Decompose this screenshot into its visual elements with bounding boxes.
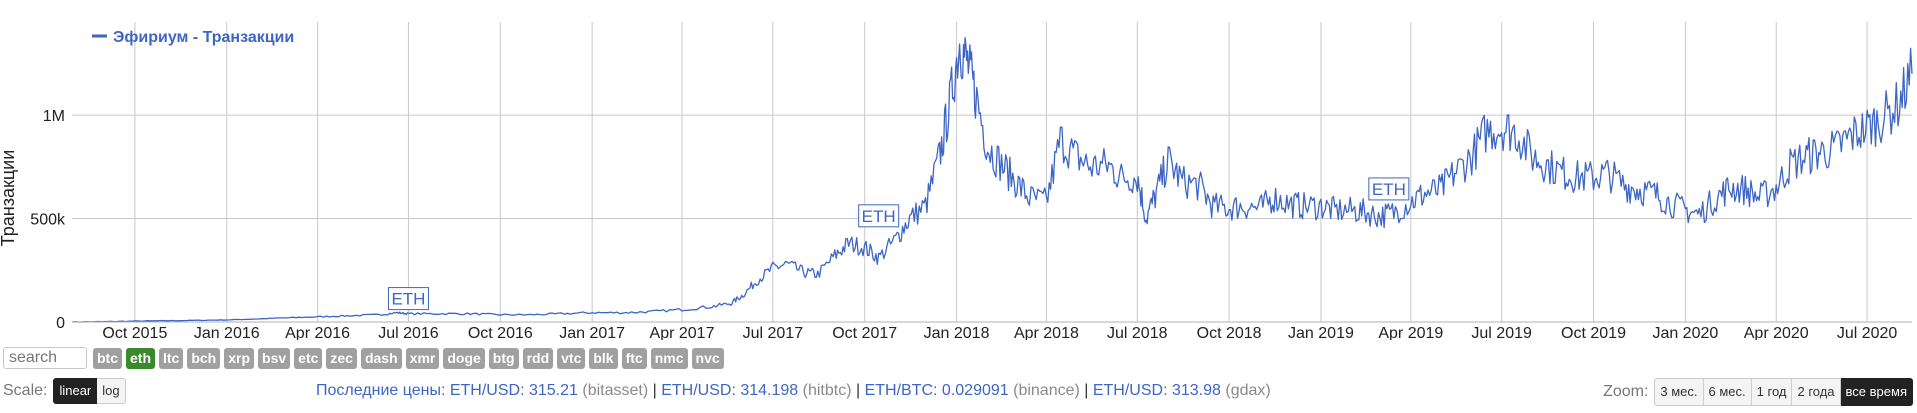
series-line-ethereum-transactions[interactable] [71, 36, 1913, 323]
latest-prices: Последние цены: ETH/USD: 315.21 (bitasse… [316, 382, 1271, 400]
price-value: 315.21 [528, 382, 583, 399]
scale-linear-button[interactable]: linear [53, 378, 98, 404]
zoom-label: Zoom: [1603, 383, 1649, 400]
y-tick-label: 0 [56, 315, 65, 332]
x-tick-label: Jan 2016 [194, 325, 260, 340]
annotation-label: ETH [862, 207, 896, 226]
x-tick-label: Apr 2016 [285, 325, 350, 340]
zoom-button[interactable]: 2 года [1792, 378, 1841, 406]
annotation-flag[interactable]: ETH [1368, 177, 1410, 201]
x-tick-label: Oct 2015 [102, 325, 167, 340]
x-tick-label: Jan 2020 [1652, 325, 1718, 340]
price-pair: ETH/USD: [661, 382, 741, 399]
x-tick-label: Oct 2016 [468, 325, 533, 340]
x-tick-label: Apr 2019 [1378, 325, 1443, 340]
price-pair: ETH/USD: [449, 382, 529, 399]
x-tick-label: Oct 2018 [1197, 325, 1262, 340]
coin-button-btg[interactable]: btg [488, 347, 519, 369]
coin-button-nmc[interactable]: nmc [650, 347, 688, 369]
search-input[interactable] [3, 347, 87, 369]
x-tick-label: Jul 2016 [378, 325, 439, 340]
coin-button-dash[interactable]: dash [360, 347, 402, 369]
zoom-button[interactable]: 1 год [1751, 378, 1793, 406]
price-exchange: (hitbtc) [802, 382, 852, 399]
coin-button-vtc[interactable]: vtc [557, 347, 586, 369]
x-tick-label: Apr 2018 [1014, 325, 1079, 340]
price-item: ETH/USD: 314.198 (hitbtc) [661, 382, 851, 399]
coin-selector-row: btcethltcbchxrpbsvetczecdashxmrdogebtgrd… [3, 346, 728, 370]
price-value: 0.029091 [941, 382, 1014, 399]
scale-selector: Scale: linear log [3, 378, 126, 404]
price-exchange: (bitasset) [582, 382, 649, 399]
chart-grid [72, 22, 1912, 323]
coin-button-blk[interactable]: blk [589, 347, 618, 369]
annotation-flag[interactable]: ETH [387, 287, 429, 311]
annotation-label: ETH [1372, 180, 1406, 199]
transactions-chart: ETH ETH ETH Oct 2015 Jan 2016 Apr 2016 Jul 20… [0, 22, 1913, 340]
price-separator: | [648, 382, 662, 399]
series-layer [71, 36, 1913, 323]
annotation-layer: ETH ETH ETH [387, 177, 1410, 311]
coin-button-nvc[interactable]: nvc [691, 347, 724, 369]
coin-button-zec[interactable]: zec [326, 347, 357, 369]
price-value: 313.98 [1171, 382, 1226, 399]
x-tick-label: Oct 2019 [1561, 325, 1626, 340]
price-value: 314.198 [740, 382, 803, 399]
coin-button-ltc[interactable]: ltc [159, 347, 184, 369]
price-exchange: (binance) [1013, 382, 1080, 399]
legend[interactable]: Эфириум - Транзакции [92, 29, 294, 46]
y-axis-label: Транзакции [0, 150, 18, 247]
zoom-button[interactable]: 6 мес. [1703, 378, 1752, 406]
x-tick-label: Jan 2018 [924, 325, 990, 340]
x-tick-label: Jul 2017 [743, 325, 804, 340]
scale-log-button[interactable]: log [97, 378, 126, 404]
coin-button-xrp[interactable]: xrp [224, 347, 255, 369]
prices-label: Последние цены: [316, 382, 446, 399]
price-item: ETH/BTC: 0.029091 (binance) [865, 382, 1080, 399]
coin-button-bsv[interactable]: bsv [258, 347, 291, 369]
zoom-button[interactable]: все время [1840, 378, 1913, 406]
x-tick-label: Jul 2019 [1471, 325, 1532, 340]
price-pair: ETH/USD: [1092, 382, 1172, 399]
x-tick-label: Jul 2020 [1837, 325, 1898, 340]
coin-button-etc[interactable]: etc [294, 347, 323, 369]
price-pair: ETH/BTC: [864, 382, 942, 399]
x-tick-label: Jan 2017 [559, 325, 625, 340]
zoom-selector: Zoom: 3 мес. 6 мес. 1 год 2 года все время [1603, 378, 1913, 406]
coin-button-eth[interactable]: eth [126, 347, 155, 369]
y-tick-label: 500k [30, 212, 66, 229]
coin-button-xmr[interactable]: xmr [405, 347, 440, 369]
price-separator: | [851, 382, 865, 399]
coin-button-bch[interactable]: bch [187, 347, 221, 369]
x-tick-label: Jul 2018 [1107, 325, 1168, 340]
coin-list: btc eth ltc bch xrp bsv etc zec dash xmr doge btg rd… [93, 347, 728, 369]
price-item: ETH/USD: 315.21 (bitasset) [450, 382, 648, 399]
legend-entry[interactable]: Эфириум - Транзакции [113, 29, 294, 46]
price-item: ETH/USD: 313.98 (gdax) [1093, 382, 1271, 399]
scale-label: Scale: [3, 382, 48, 399]
coin-button-btc[interactable]: btc [93, 347, 122, 369]
annotation-flag[interactable]: ETH [858, 204, 900, 228]
axis-layer: Oct 2015 Jan 2016 Apr 2016 Jul 2016 Oct 2016… [30, 108, 1912, 340]
price-separator: | [1079, 382, 1093, 399]
annotation-label: ETH [391, 290, 425, 309]
x-tick-label: Oct 2017 [832, 325, 897, 340]
coin-button-ftc[interactable]: ftc [621, 347, 647, 369]
x-tick-label: Apr 2020 [1744, 325, 1809, 340]
zoom-button[interactable]: 3 мес. [1654, 378, 1704, 406]
x-tick-label: Apr 2017 [650, 325, 715, 340]
y-tick-label: 1M [43, 108, 65, 125]
x-tick-label: Jan 2019 [1288, 325, 1354, 340]
coin-button-doge[interactable]: doge [443, 347, 485, 369]
price-exchange: (gdax) [1225, 382, 1271, 399]
coin-button-rdd[interactable]: rdd [522, 347, 554, 369]
